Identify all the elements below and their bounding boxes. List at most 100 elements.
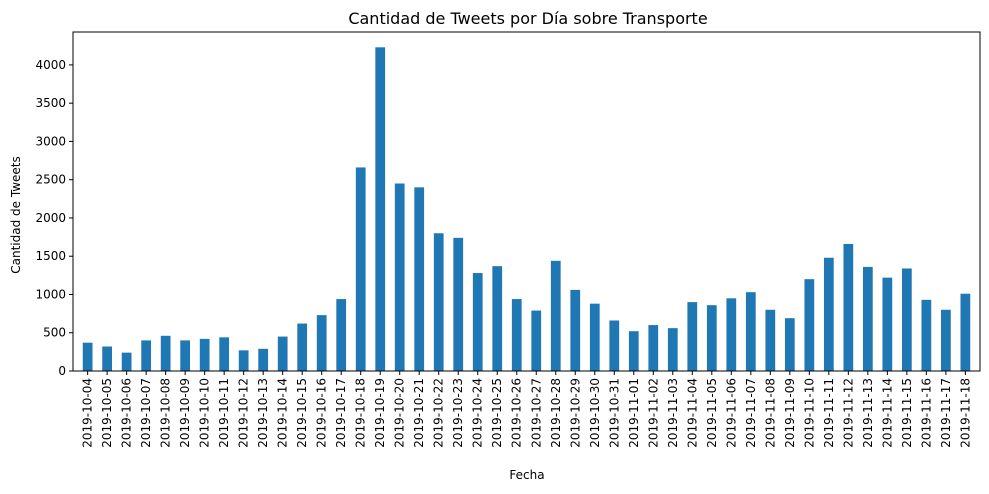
x-tick-label: 2019-11-17 (939, 378, 953, 448)
bar-2019-11-02 (648, 325, 659, 371)
bar-2019-11-09 (784, 318, 795, 371)
x-tick-label: 2019-10-27 (529, 378, 543, 448)
x-tick-label: 2019-10-25 (490, 378, 504, 448)
y-axis-label: Cantidad de Tweets (9, 156, 23, 273)
y-tick-label: 4000 (35, 58, 66, 72)
x-tick-label: 2019-11-05 (705, 378, 719, 448)
bar-2019-11-03 (667, 328, 678, 371)
bar-2019-10-21 (414, 187, 425, 371)
x-tick-label: 2019-11-08 (763, 378, 777, 448)
bar-2019-11-10 (804, 279, 815, 371)
x-tick-label: 2019-10-05 (100, 378, 114, 448)
bar-2019-11-01 (628, 331, 639, 371)
bars-group (82, 47, 971, 371)
x-tick-label: 2019-10-04 (81, 378, 95, 448)
x-axis-ticks: 2019-10-04 2019-10-05 2019-10-06 2019-10-07… (81, 371, 972, 448)
x-tick-label: 2019-11-03 (666, 378, 680, 448)
x-tick-label: 2019-10-11 (217, 378, 231, 448)
bar-2019-10-26 (511, 299, 522, 371)
bar-2019-10-27 (531, 310, 542, 371)
bar-2019-10-31 (609, 320, 620, 371)
bar-2019-10-04 (82, 342, 93, 371)
x-tick-label: 2019-10-10 (198, 378, 212, 448)
y-tick-label: 3500 (35, 96, 66, 110)
bar-2019-10-20 (394, 183, 405, 371)
y-axis-ticks: 0 500 1000 1500 2000 2500 3000 3500 4000 (35, 58, 73, 378)
x-tick-label: 2019-11-09 (783, 378, 797, 448)
x-tick-label: 2019-11-16 (919, 378, 933, 448)
x-tick-label: 2019-11-06 (724, 378, 738, 448)
bar-2019-10-13 (258, 348, 269, 371)
bar-2019-10-14 (277, 336, 288, 371)
x-tick-label: 2019-11-11 (822, 378, 836, 448)
bar-2019-10-29 (570, 289, 581, 371)
x-tick-label: 2019-10-31 (607, 378, 621, 448)
x-tick-label: 2019-11-14 (880, 378, 894, 448)
bar-2019-10-15 (297, 323, 308, 371)
bar-2019-10-08 (160, 335, 171, 371)
x-axis-label: Fecha (509, 468, 544, 482)
x-tick-label: 2019-10-22 (432, 378, 446, 448)
chart-title: Cantidad de Tweets por Día sobre Transpo… (348, 9, 707, 28)
bar-2019-10-24 (472, 273, 483, 371)
x-tick-label: 2019-10-24 (471, 378, 485, 448)
x-tick-label: 2019-10-29 (568, 378, 582, 448)
bar-2019-10-18 (355, 167, 366, 371)
bar-2019-10-19 (375, 47, 386, 371)
bar-2019-10-22 (433, 233, 444, 371)
bar-2019-10-30 (589, 303, 600, 371)
y-tick-label: 500 (43, 326, 66, 340)
bar-2019-10-10 (199, 338, 210, 371)
x-tick-label: 2019-10-08 (159, 378, 173, 448)
y-tick-label: 1000 (35, 287, 66, 301)
bar-2019-10-11 (219, 337, 230, 371)
bar-2019-10-12 (238, 350, 249, 371)
bar-2019-10-09 (180, 340, 191, 371)
x-tick-label: 2019-11-01 (627, 378, 641, 448)
plot-frame (72, 31, 981, 372)
x-tick-label: 2019-11-15 (900, 378, 914, 448)
bar-2019-10-07 (141, 340, 152, 371)
x-tick-label: 2019-10-23 (451, 378, 465, 448)
y-tick-label: 1500 (35, 249, 66, 263)
x-tick-label: 2019-10-21 (412, 378, 426, 448)
bar-2019-11-14 (882, 277, 893, 371)
bar-2019-11-06 (726, 298, 737, 371)
bar-2019-10-25 (492, 266, 503, 371)
bar-2019-11-05 (706, 305, 717, 371)
x-tick-label: 2019-10-15 (295, 378, 309, 448)
bar-2019-11-17 (940, 309, 951, 371)
bar-2019-10-28 (550, 260, 561, 371)
x-tick-label: 2019-10-16 (315, 378, 329, 448)
bar-2019-11-13 (862, 266, 873, 371)
x-tick-label: 2019-10-18 (354, 378, 368, 448)
bar-2019-10-06 (121, 352, 132, 371)
bar-2019-11-07 (745, 292, 756, 371)
x-tick-label: 2019-10-13 (256, 378, 270, 448)
x-tick-label: 2019-10-12 (237, 378, 251, 448)
bar-2019-11-16 (921, 299, 932, 371)
x-tick-label: 2019-10-07 (139, 378, 153, 448)
x-tick-label: 2019-11-12 (841, 378, 855, 448)
bar-2019-10-17 (336, 299, 347, 371)
x-tick-label: 2019-10-09 (178, 378, 192, 448)
bar-2019-10-23 (453, 237, 464, 371)
bar-2019-11-11 (823, 257, 834, 371)
x-tick-label: 2019-10-17 (334, 378, 348, 448)
y-tick-label: 3000 (35, 134, 66, 148)
bar-2019-10-16 (316, 315, 327, 371)
bar-2019-10-05 (102, 346, 113, 371)
x-tick-label: 2019-10-19 (373, 378, 387, 448)
x-tick-label: 2019-11-07 (744, 378, 758, 448)
bar-2019-11-04 (687, 302, 698, 371)
x-tick-label: 2019-10-26 (510, 378, 524, 448)
bar-2019-11-18 (960, 293, 971, 371)
bar-2019-11-12 (843, 243, 854, 371)
y-tick-label: 2500 (35, 173, 66, 187)
x-tick-label: 2019-11-18 (958, 378, 972, 448)
bar-2019-11-08 (765, 309, 776, 371)
x-tick-label: 2019-11-04 (685, 378, 699, 448)
x-tick-label: 2019-10-14 (276, 378, 290, 448)
